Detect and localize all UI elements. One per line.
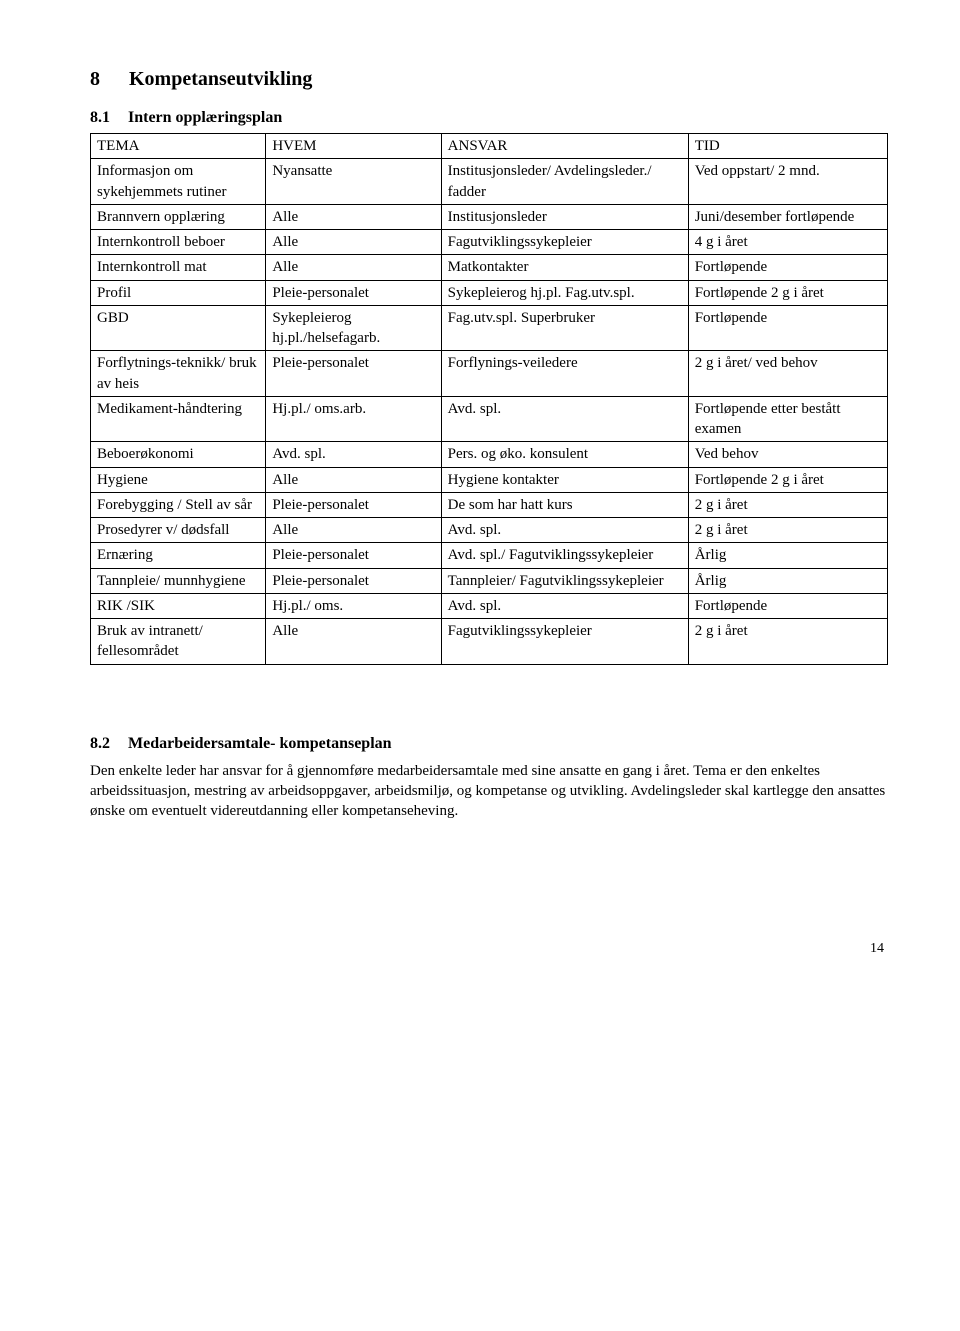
header-tid: TID xyxy=(688,134,887,159)
cell-ansvar: Matkontakter xyxy=(441,255,688,280)
table-row: ProfilPleie-personaletSykepleierog hj.pl… xyxy=(91,280,888,305)
cell-hvem: Pleie-personalet xyxy=(266,351,441,397)
table-row: HygieneAlleHygiene kontakterFortløpende … xyxy=(91,467,888,492)
cell-hvem: Alle xyxy=(266,619,441,665)
cell-tid: Fortløpende 2 g i året xyxy=(688,280,887,305)
cell-ansvar: Fagutviklingssykepleier xyxy=(441,230,688,255)
cell-tid: Fortløpende 2 g i året xyxy=(688,467,887,492)
cell-hvem: Pleie-personalet xyxy=(266,492,441,517)
header-tema: TEMA xyxy=(91,134,266,159)
cell-ansvar: Avd. spl./ Fagutviklingssykepleier xyxy=(441,543,688,568)
section-82-heading: 8.2 Medarbeidersamtale- kompetanseplan xyxy=(90,735,888,753)
cell-hvem: Avd. spl. xyxy=(266,442,441,467)
cell-tid: Juni/desember fortløpende xyxy=(688,204,887,229)
cell-hvem: Sykepleierog hj.pl./helsefagarb. xyxy=(266,305,441,351)
section-81-title: Intern opplæringsplan xyxy=(128,109,282,126)
table-row: Tannpleie/ munnhygienePleie-personaletTa… xyxy=(91,568,888,593)
cell-tema: Informasjon om sykehjemmets rutiner xyxy=(91,159,266,205)
table-row: RIK /SIKHj.pl./ oms.Avd. spl.Fortløpende xyxy=(91,593,888,618)
cell-tid: 2 g i året xyxy=(688,518,887,543)
cell-tid: 2 g i året/ ved behov xyxy=(688,351,887,397)
cell-hvem: Hj.pl./ oms. xyxy=(266,593,441,618)
cell-ansvar: Tannpleier/ Fagutviklingssykepleier xyxy=(441,568,688,593)
cell-tid: 2 g i året xyxy=(688,619,887,665)
cell-tid: Fortløpende xyxy=(688,305,887,351)
cell-tid: Ved behov xyxy=(688,442,887,467)
cell-hvem: Pleie-personalet xyxy=(266,568,441,593)
table-row: Internkontroll matAlleMatkontakterFortlø… xyxy=(91,255,888,280)
cell-tid: Fortløpende xyxy=(688,255,887,280)
cell-tema: Internkontroll beboer xyxy=(91,230,266,255)
cell-ansvar: Institusjonsleder xyxy=(441,204,688,229)
table-row: GBDSykepleierog hj.pl./helsefagarb.Fag.u… xyxy=(91,305,888,351)
cell-tema: Beboerøkonomi xyxy=(91,442,266,467)
section-8-heading: 8 Kompetanseutvikling xyxy=(90,68,888,91)
table-row: Forflytnings-teknikk/ bruk av heisPleie-… xyxy=(91,351,888,397)
cell-ansvar: De som har hatt kurs xyxy=(441,492,688,517)
cell-hvem: Hj.pl./ oms.arb. xyxy=(266,396,441,442)
cell-tid: 2 g i året xyxy=(688,492,887,517)
table-row: BeboerøkonomiAvd. spl.Pers. og øko. kons… xyxy=(91,442,888,467)
page-number: 14 xyxy=(90,941,888,957)
table-row: Prosedyrer v/ dødsfallAlleAvd. spl.2 g i… xyxy=(91,518,888,543)
cell-ansvar: Institusjonsleder/ Avdelingsleder./ fadd… xyxy=(441,159,688,205)
section-81-heading: 8.1 Intern opplæringsplan xyxy=(90,109,888,127)
cell-tema: Hygiene xyxy=(91,467,266,492)
cell-ansvar: Hygiene kontakter xyxy=(441,467,688,492)
table-row: Informasjon om sykehjemmets rutinerNyans… xyxy=(91,159,888,205)
training-plan-table: TEMA HVEM ANSVAR TID Informasjon om syke… xyxy=(90,133,888,665)
section-8-title: Kompetanseutvikling xyxy=(129,68,312,90)
cell-tema: Ernæring xyxy=(91,543,266,568)
cell-ansvar: Avd. spl. xyxy=(441,396,688,442)
cell-hvem: Alle xyxy=(266,255,441,280)
cell-tema: GBD xyxy=(91,305,266,351)
cell-tema: Profil xyxy=(91,280,266,305)
cell-ansvar: Avd. spl. xyxy=(441,593,688,618)
section-8-number: 8 xyxy=(90,68,124,91)
table-row: Forebygging / Stell av sårPleie-personal… xyxy=(91,492,888,517)
table-header-row: TEMA HVEM ANSVAR TID xyxy=(91,134,888,159)
cell-hvem: Alle xyxy=(266,204,441,229)
cell-ansvar: Sykepleierog hj.pl. Fag.utv.spl. xyxy=(441,280,688,305)
cell-hvem: Pleie-personalet xyxy=(266,280,441,305)
cell-tid: Fortløpende xyxy=(688,593,887,618)
cell-tema: Tannpleie/ munnhygiene xyxy=(91,568,266,593)
table-row: Medikament-håndteringHj.pl./ oms.arb.Avd… xyxy=(91,396,888,442)
header-hvem: HVEM xyxy=(266,134,441,159)
cell-tema: RIK /SIK xyxy=(91,593,266,618)
cell-tid: Fortløpende etter bestått examen xyxy=(688,396,887,442)
cell-ansvar: Pers. og øko. konsulent xyxy=(441,442,688,467)
table-row: Internkontroll beboerAlleFagutviklingssy… xyxy=(91,230,888,255)
cell-ansvar: Avd. spl. xyxy=(441,518,688,543)
section-82-number: 8.2 xyxy=(90,735,124,753)
cell-tid: Årlig xyxy=(688,543,887,568)
cell-tema: Medikament-håndtering xyxy=(91,396,266,442)
section-82-title: Medarbeidersamtale- kompetanseplan xyxy=(128,735,392,752)
header-ansvar: ANSVAR xyxy=(441,134,688,159)
cell-tema: Bruk av intranett/ fellesområdet xyxy=(91,619,266,665)
cell-tema: Forebygging / Stell av sår xyxy=(91,492,266,517)
table-row: ErnæringPleie-personaletAvd. spl./ Fagut… xyxy=(91,543,888,568)
cell-tid: Årlig xyxy=(688,568,887,593)
cell-hvem: Alle xyxy=(266,467,441,492)
cell-tema: Brannvern opplæring xyxy=(91,204,266,229)
cell-hvem: Alle xyxy=(266,518,441,543)
cell-ansvar: Forflynings-veiledere xyxy=(441,351,688,397)
table-row: Brannvern opplæringAlleInstitusjonsleder… xyxy=(91,204,888,229)
table-row: Bruk av intranett/ fellesområdetAlleFagu… xyxy=(91,619,888,665)
cell-hvem: Alle xyxy=(266,230,441,255)
cell-tid: 4 g i året xyxy=(688,230,887,255)
cell-hvem: Pleie-personalet xyxy=(266,543,441,568)
section-81-number: 8.1 xyxy=(90,109,124,127)
cell-ansvar: Fag.utv.spl. Superbruker xyxy=(441,305,688,351)
cell-tema: Prosedyrer v/ dødsfall xyxy=(91,518,266,543)
cell-tema: Internkontroll mat xyxy=(91,255,266,280)
cell-ansvar: Fagutviklingssykepleier xyxy=(441,619,688,665)
cell-tid: Ved oppstart/ 2 mnd. xyxy=(688,159,887,205)
cell-tema: Forflytnings-teknikk/ bruk av heis xyxy=(91,351,266,397)
cell-hvem: Nyansatte xyxy=(266,159,441,205)
section-82-body: Den enkelte leder har ansvar for å gjenn… xyxy=(90,761,888,822)
